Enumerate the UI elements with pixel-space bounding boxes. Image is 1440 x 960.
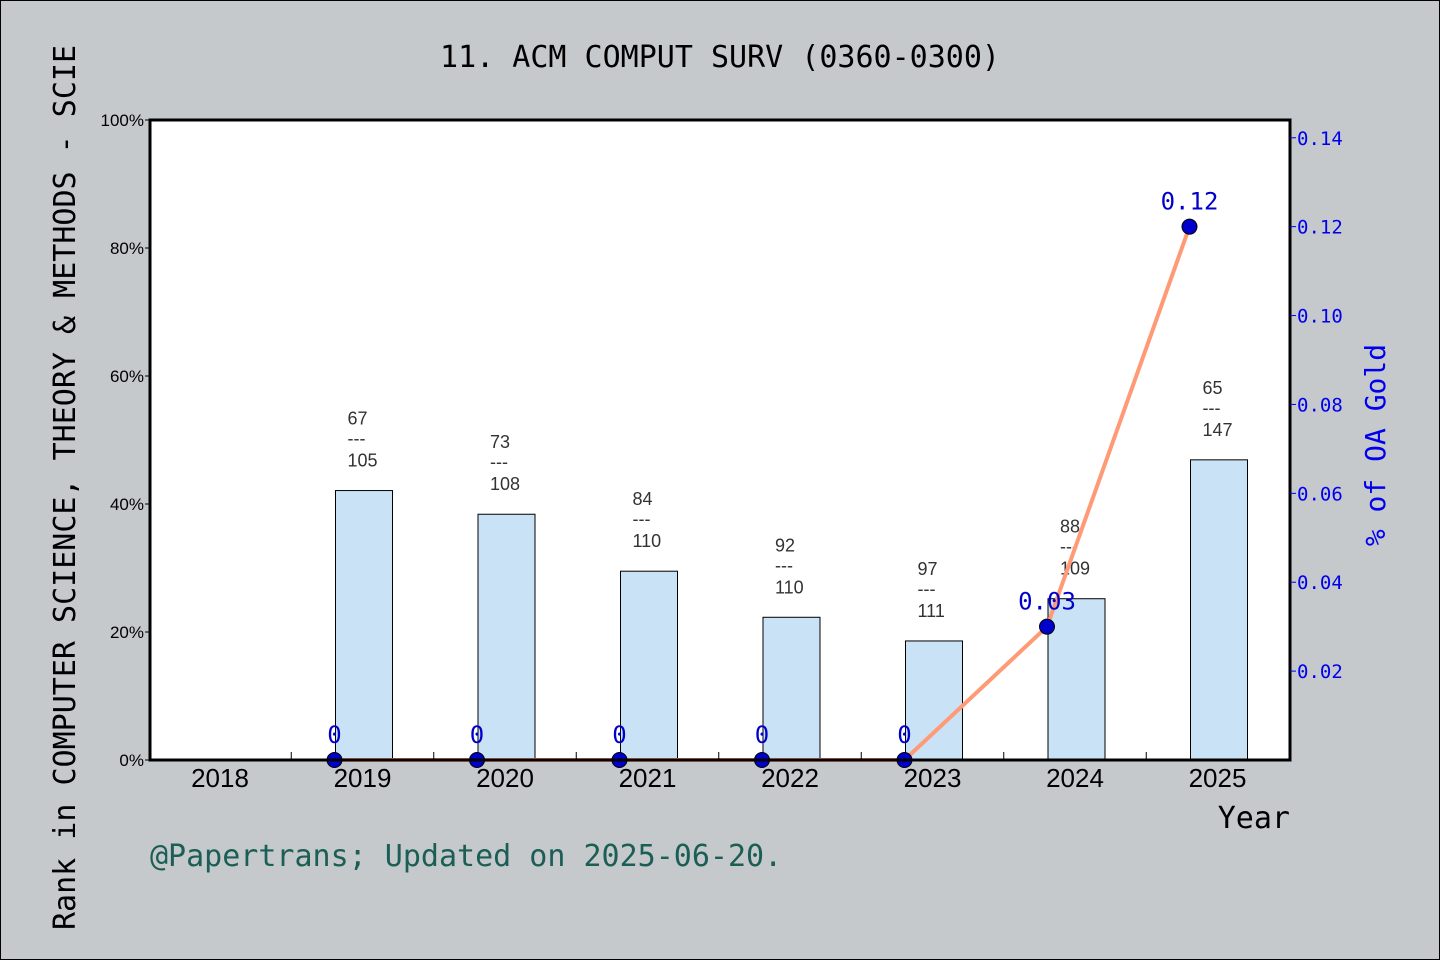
oa-gold-label: 0.03 <box>1018 588 1076 616</box>
y2-tick-label: 0.02 <box>1297 661 1343 683</box>
y2-axis-label: % of OA Gold <box>1359 344 1392 546</box>
y2-tick-label: 0.12 <box>1297 217 1343 239</box>
rank-label: 84 <box>633 489 653 509</box>
rank-label-divider: --- <box>1203 398 1221 418</box>
y-tick-label: 80% <box>110 239 144 258</box>
rank-bar <box>905 640 963 761</box>
rank-label: 92 <box>775 535 795 555</box>
x-tick-label: 2019 <box>334 763 392 793</box>
rank-label-divider: --- <box>348 429 366 449</box>
oa-gold-label: 0 <box>897 721 911 749</box>
rank-label-divider: --- <box>490 452 508 472</box>
rank-label: 65 <box>1203 378 1223 398</box>
rank-label: 73 <box>490 432 510 452</box>
rank-bar <box>335 490 393 761</box>
rank-label-divider: --- <box>775 555 793 575</box>
total-label: 111 <box>918 601 945 621</box>
x-tick-label: 2022 <box>761 763 819 793</box>
y2-tick-label: 0.06 <box>1297 483 1343 505</box>
x-tick-label: 2020 <box>476 763 534 793</box>
x-tick-label: 2018 <box>191 763 249 793</box>
total-label: 147 <box>1203 420 1233 440</box>
oa-gold-label: 0 <box>755 721 769 749</box>
rank-label: 67 <box>348 409 368 429</box>
rank-bar <box>762 616 821 761</box>
rank-label-divider: --- <box>633 509 651 529</box>
rank-bar <box>477 513 536 761</box>
y-tick-label: 40% <box>110 495 144 514</box>
y-tick-label: 20% <box>110 623 144 642</box>
total-label: 110 <box>633 531 662 551</box>
oa-gold-point <box>1039 618 1055 635</box>
x-tick-label: 2024 <box>1046 763 1104 793</box>
oa-gold-point <box>1181 218 1198 235</box>
x-tick-label: 2023 <box>904 763 962 793</box>
rank-label: 88 <box>1060 517 1080 537</box>
y-tick-label: 0% <box>119 751 144 770</box>
rank-label: 97 <box>918 559 938 579</box>
rank-bar <box>1190 459 1248 761</box>
oa-gold-label: 0 <box>327 721 341 749</box>
oa-gold-label: 0 <box>470 721 484 749</box>
x-tick-label: 2025 <box>1189 763 1247 793</box>
x-tick-label: 2021 <box>619 763 677 793</box>
total-label: 110 <box>775 577 804 597</box>
y-tick-label: 100% <box>101 111 144 130</box>
oa-gold-label: 0.12 <box>1161 188 1219 216</box>
y2-tick-label: 0.04 <box>1297 572 1343 594</box>
rank-label-divider: --- <box>918 579 936 599</box>
oa-gold-label: 0 <box>612 721 626 749</box>
x-axis-label: Year <box>1218 801 1290 836</box>
rank-bar <box>1047 598 1106 761</box>
total-label: 108 <box>490 474 520 494</box>
y2-tick-label: 0.08 <box>1297 394 1343 416</box>
chart-title: 11. ACM COMPUT SURV (0360-0300) <box>440 40 1000 75</box>
footer-credit: @Papertrans; Updated on 2025-06-20. <box>150 839 782 874</box>
plot-area <box>150 120 1290 760</box>
y-tick-label: 60% <box>110 367 144 386</box>
y2-tick-label: 0.14 <box>1297 128 1343 150</box>
plot-border <box>148 118 1292 762</box>
rank-bar <box>620 570 678 761</box>
y-axis-label: Rank in COMPUTER SCIENCE, THEORY & METHO… <box>48 45 83 930</box>
y2-tick-label: 0.10 <box>1297 306 1343 328</box>
total-label: 105 <box>348 451 378 471</box>
